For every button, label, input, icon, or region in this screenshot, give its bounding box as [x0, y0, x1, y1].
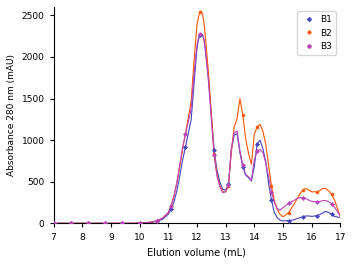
B2 — [287, 211, 291, 214]
B2 — [155, 219, 159, 223]
B3 — [212, 154, 216, 157]
B1 — [287, 219, 291, 222]
B1 — [330, 213, 334, 216]
B1 — [255, 142, 259, 145]
B1 — [155, 220, 159, 223]
B2 — [315, 190, 319, 194]
B3 — [169, 204, 173, 207]
B2 — [137, 221, 142, 225]
B2 — [301, 188, 305, 192]
B2 — [183, 132, 187, 135]
B2 — [52, 222, 56, 225]
B2 — [86, 222, 90, 225]
B3 — [315, 200, 319, 203]
B1 — [86, 222, 90, 225]
B3 — [86, 222, 90, 225]
B2 — [68, 222, 73, 225]
B1 — [241, 165, 245, 168]
B1 — [212, 149, 216, 152]
B3 — [68, 222, 73, 225]
B2 — [198, 10, 202, 13]
B3 — [330, 202, 334, 205]
B2 — [120, 222, 125, 225]
Legend: B1, B2, B3: B1, B2, B3 — [297, 11, 336, 55]
B2 — [212, 152, 216, 155]
B3 — [255, 149, 259, 153]
B3 — [137, 221, 142, 225]
B1 — [198, 34, 202, 37]
B1 — [226, 183, 231, 186]
Line: B1: B1 — [52, 34, 333, 225]
B1 — [68, 222, 73, 225]
B1 — [169, 208, 173, 211]
B3 — [301, 196, 305, 199]
B3 — [103, 222, 107, 225]
B1 — [301, 215, 305, 218]
B1 — [120, 222, 125, 225]
B3 — [241, 164, 245, 167]
B1 — [137, 221, 142, 225]
B3 — [52, 222, 56, 225]
B1 — [103, 222, 107, 225]
Y-axis label: Absorbance 280 nm (mAU): Absorbance 280 nm (mAU) — [7, 54, 16, 176]
B2 — [269, 185, 274, 188]
B3 — [155, 219, 159, 222]
B2 — [255, 125, 259, 129]
B3 — [183, 133, 187, 136]
B1 — [315, 214, 319, 217]
B2 — [169, 204, 173, 208]
B2 — [330, 193, 334, 196]
B3 — [269, 190, 274, 194]
B2 — [103, 222, 107, 225]
B3 — [198, 33, 202, 36]
B2 — [226, 185, 231, 188]
X-axis label: Elution volume (mL): Elution volume (mL) — [148, 247, 246, 257]
B3 — [226, 183, 231, 187]
Line: B2: B2 — [52, 11, 333, 225]
B1 — [183, 145, 187, 148]
B3 — [287, 202, 291, 205]
B3 — [120, 222, 125, 225]
B1 — [52, 222, 56, 225]
B2 — [241, 114, 245, 117]
Line: B3: B3 — [52, 33, 333, 225]
B1 — [269, 199, 274, 202]
